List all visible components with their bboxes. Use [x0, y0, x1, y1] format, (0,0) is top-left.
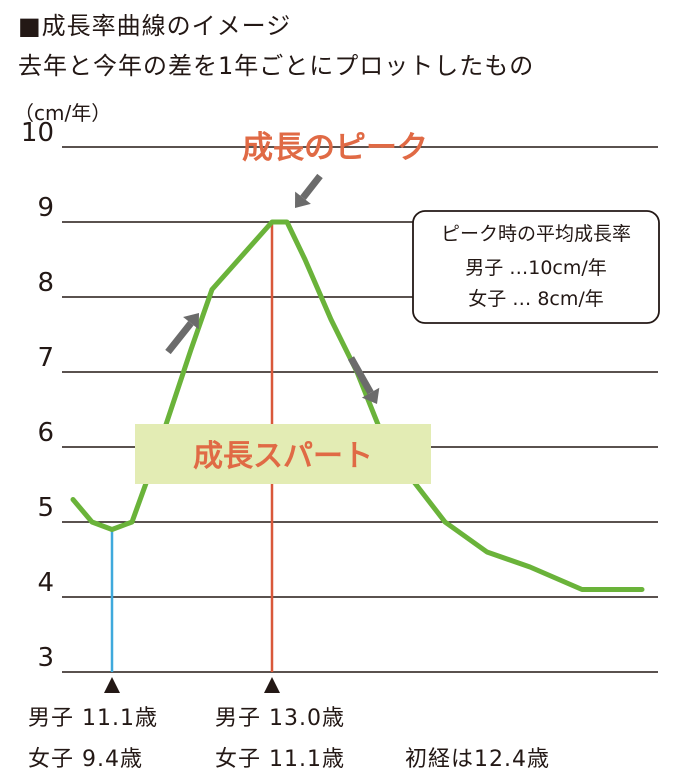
arrow-up-icon-shaft	[165, 320, 194, 355]
y-tick-label-8: 8	[37, 268, 54, 298]
onset-marker-icon	[104, 677, 120, 693]
y-tick-label-10: 10	[21, 118, 54, 148]
chart-subtitle: 去年と今年の差を1年ごとにプロットしたもの	[18, 52, 535, 80]
arrow-to-peak-icon	[295, 191, 311, 208]
arrow-down-icon-shaft	[347, 356, 374, 395]
footnote-boys-peak: 男子 13.0歳	[215, 706, 345, 731]
footnote-boys-start: 男子 11.1歳	[28, 706, 158, 731]
arrow-up-icon	[183, 313, 199, 330]
spurt-label-bg	[135, 424, 431, 484]
arrow-to-peak-icon-shaft	[300, 173, 323, 200]
chart-title: ■成長率曲線のイメージ	[18, 12, 292, 40]
peak-info-line-3: 女子 … 8cm/年	[468, 288, 604, 310]
series-line-growth-rate	[70, 219, 645, 592]
peak-marker-icon	[264, 677, 280, 693]
y-tick-label-5: 5	[37, 493, 54, 523]
peak-info-line-1: ピーク時の平均成長率	[441, 223, 631, 245]
y-tick-label-9: 9	[37, 193, 54, 223]
y-axis-label: （cm/年）	[14, 101, 111, 125]
arrow-down-icon	[361, 387, 380, 404]
y-tick-label-3: 3	[37, 643, 54, 673]
footnote-menarche: 初経は12.4歳	[405, 747, 550, 772]
peak-info-line-2: 男子 …10cm/年	[465, 257, 607, 279]
footnote-girls-start: 女子 9.4歳	[28, 747, 143, 772]
peak-label: 成長のピーク	[242, 130, 428, 166]
spurt-label: 成長スパート	[193, 439, 373, 474]
y-tick-label-4: 4	[37, 568, 54, 598]
y-tick-label-6: 6	[37, 418, 54, 448]
peak-info-box	[412, 210, 660, 324]
y-tick-label-7: 7	[37, 343, 54, 373]
footnote-girls-peak: 女子 11.1歳	[215, 747, 345, 772]
